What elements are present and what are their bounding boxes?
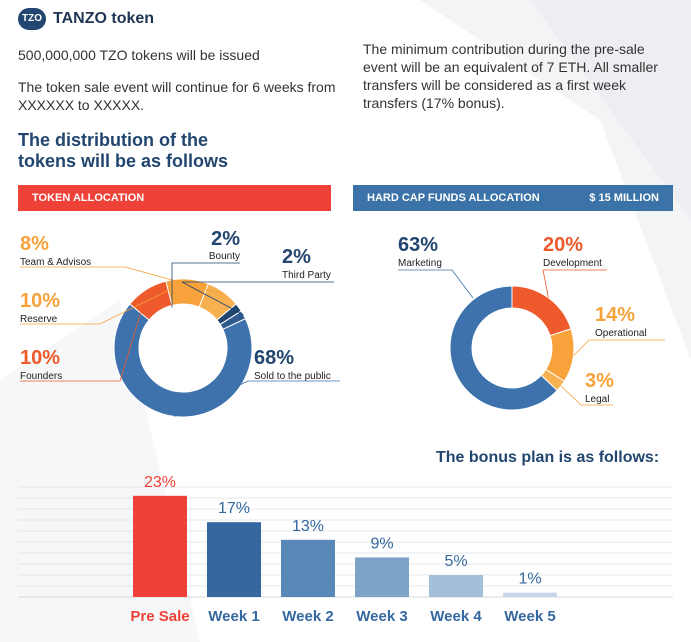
slice-label-bounty: Bounty <box>209 251 240 262</box>
slice-label-marketing: Marketing <box>398 258 442 269</box>
funds-allocation-donut <box>449 285 575 411</box>
value-label-week-1: 17% <box>218 500 250 517</box>
page-title: TANZO token <box>53 10 155 27</box>
slice-label-reserve: Reserve <box>20 314 58 325</box>
funds-allocation-chart: 63% Marketing 20% Development 14% Operational… <box>398 234 665 411</box>
leader-line-reserve <box>20 280 188 325</box>
token-allocation-header: TOKEN ALLOCATION <box>18 185 331 211</box>
bar-week-5 <box>503 592 557 597</box>
pct-label-founders: 10% <box>20 347 60 369</box>
slice-marketing <box>449 285 558 411</box>
slice-label-sold-to-the-public: Sold to the public <box>254 371 331 382</box>
bar-pre-sale <box>133 495 187 597</box>
bar-week-4 <box>429 575 483 597</box>
value-label-week-2: 13% <box>292 518 324 535</box>
pct-label-operational: 14% <box>595 304 635 326</box>
token-allocation-labels: 68% Sold to the public 10% Founders 10% Reser… <box>20 228 340 417</box>
distribution-title: The distribution of the tokens will be a… <box>18 130 229 171</box>
bar-week-1 <box>207 522 261 597</box>
leader-line-marketing <box>398 269 474 299</box>
category-label-week-5: Week 5 <box>504 608 555 625</box>
value-label-pre-sale: 23% <box>144 474 176 491</box>
leader-line-development <box>542 269 607 298</box>
leader-line-third-party <box>181 281 334 316</box>
bonus-bars: 23% Pre Sale 17% Week 1 13% Week 2 9% Week 3 5% W… <box>130 474 557 625</box>
value-label-week-5: 1% <box>518 571 541 588</box>
intro-issued-text: 500,000,000 TZO tokens will be issued <box>18 47 260 63</box>
leader-line-team-advisos <box>20 266 223 295</box>
slice-label-operational: Operational <box>595 328 647 339</box>
pct-label-bounty: 2% <box>211 228 240 250</box>
bonus-grid <box>18 486 673 598</box>
value-label-week-4: 5% <box>444 553 467 570</box>
slice-label-third-party: Third Party <box>282 270 331 281</box>
leader-line-sold-to-the-public <box>174 380 340 417</box>
intro-duration-text: The token sale event will continue for 6… <box>18 79 336 113</box>
token-allocation-chart: 68% Sold to the public 10% Founders 10% Reser… <box>20 228 340 418</box>
funds-allocation-labels: 63% Marketing 20% Development 14% Operational… <box>398 234 665 406</box>
funds-allocation-header: HARD CAP FUNDS ALLOCATION $ 15 MILLION <box>353 185 673 211</box>
funds-allocation-amount: $ 15 MILLION <box>589 192 659 204</box>
leader-line-legal <box>560 385 613 406</box>
slice-label-team-advisos: Team & Advisos <box>20 257 91 268</box>
pct-label-marketing: 63% <box>398 234 438 256</box>
value-label-week-3: 9% <box>370 535 393 552</box>
slice-label-development: Development <box>543 258 602 269</box>
leader-line-operational <box>573 339 665 357</box>
bonus-plan-chart: 23% Pre Sale 17% Week 1 13% Week 2 9% Week 3 5% W… <box>18 474 673 625</box>
slice-sold-to-the-public <box>113 303 253 418</box>
category-label-week-1: Week 1 <box>208 608 259 625</box>
slice-label-legal: Legal <box>585 394 609 405</box>
pct-label-legal: 3% <box>585 370 614 392</box>
category-label-week-3: Week 3 <box>356 608 407 625</box>
intro-contribution-text: The minimum contribution during the pre-… <box>363 41 658 111</box>
pct-label-third-party: 2% <box>282 246 311 268</box>
slice-label-founders: Founders <box>20 371 62 382</box>
pct-label-team-advisos: 8% <box>20 233 49 255</box>
bar-week-2 <box>281 539 335 597</box>
category-label-week-4: Week 4 <box>430 608 482 625</box>
slice-development <box>511 285 572 337</box>
pct-label-sold-to-the-public: 68% <box>254 347 294 369</box>
token-allocation-label: TOKEN ALLOCATION <box>32 192 145 204</box>
bar-week-3 <box>355 557 409 597</box>
category-label-week-2: Week 2 <box>282 608 333 625</box>
tzo-logo: TZO <box>18 8 46 30</box>
funds-allocation-label: HARD CAP FUNDS ALLOCATION <box>367 192 540 204</box>
token-allocation-donut <box>113 278 253 418</box>
leader-line-founders <box>20 291 148 382</box>
bonus-plan-title: The bonus plan is as follows: <box>436 449 660 466</box>
slice-third-party <box>219 310 247 330</box>
pct-label-reserve: 10% <box>20 290 60 312</box>
category-label-pre-sale: Pre Sale <box>130 608 189 625</box>
pct-label-development: 20% <box>543 234 583 256</box>
leader-line-bounty <box>171 262 240 308</box>
